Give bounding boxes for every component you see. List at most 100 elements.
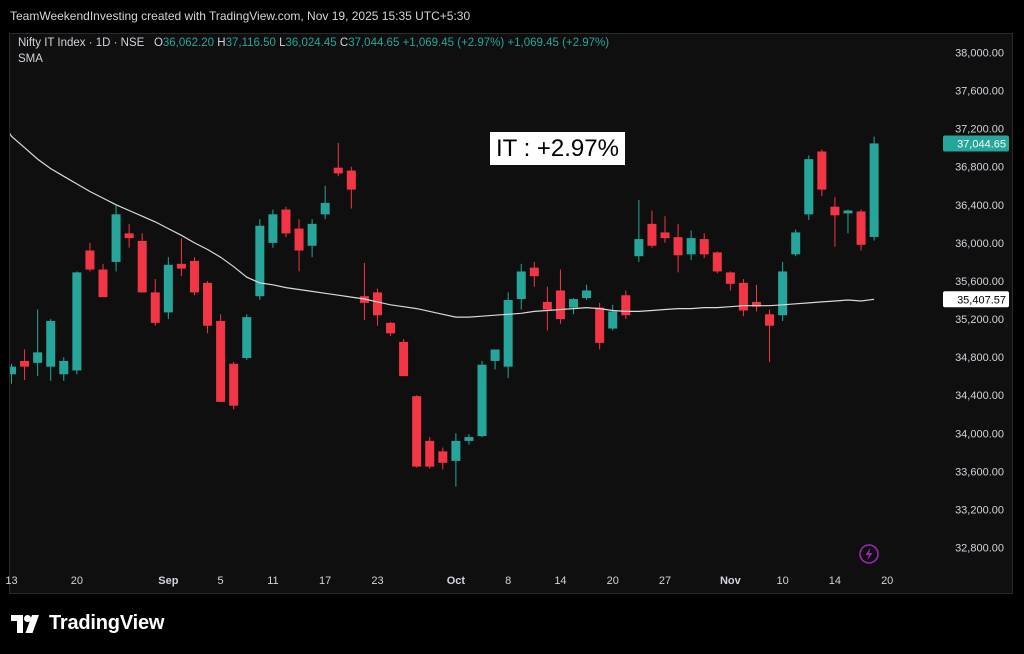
candle <box>386 321 396 337</box>
bolt-icon[interactable] <box>858 543 880 570</box>
plot-area <box>10 132 879 487</box>
x-tick-label: 10 <box>777 575 789 587</box>
candle <box>137 233 147 293</box>
y-tick-label: 36,000.00 <box>955 238 1004 250</box>
candle <box>660 216 670 243</box>
candle-body <box>699 239 709 255</box>
candle <box>59 357 69 381</box>
candle-body <box>412 396 422 467</box>
candle-body <box>281 209 291 234</box>
candle <box>333 142 343 177</box>
candle-body <box>778 271 788 316</box>
symbol-label[interactable]: Nifty IT Index · 1D · NSE <box>18 37 145 49</box>
candle <box>346 166 356 209</box>
candle <box>176 238 186 277</box>
candle-body <box>634 239 644 257</box>
candle <box>634 200 644 262</box>
y-tick-label: 37,200.00 <box>955 124 1004 136</box>
high-label: H <box>217 37 226 49</box>
candle-body <box>608 311 618 329</box>
candle-body <box>46 320 56 367</box>
high-value: 37,116.50 <box>225 37 276 49</box>
candle-body <box>333 167 343 174</box>
tradingview-logo-icon <box>11 614 39 633</box>
candle-body <box>10 366 16 375</box>
candle-body <box>438 451 448 463</box>
candle-body <box>869 143 879 237</box>
candle-body <box>189 260 199 293</box>
candle <box>699 233 709 259</box>
candle-body <box>660 232 670 239</box>
candle <box>412 395 422 468</box>
candle-body <box>843 210 853 214</box>
candle-body <box>856 211 866 245</box>
candle-body <box>595 307 605 343</box>
candle <box>229 361 239 410</box>
candle <box>529 261 539 287</box>
candle <box>464 434 474 445</box>
chart-canvas[interactable]: 38,000.00 37,600.00 37,200.00 36,800.00 36,4… <box>0 0 1024 600</box>
candle-body <box>137 240 147 293</box>
candle <box>621 290 631 320</box>
candle-body <box>294 228 304 251</box>
candle-body <box>804 159 814 215</box>
low-value: 36,024.45 <box>285 37 337 49</box>
y-tick-label: 36,400.00 <box>955 200 1004 212</box>
y-tick-label: 34,800.00 <box>955 352 1004 364</box>
candle-body <box>163 264 173 313</box>
close-value: 37,044.65 <box>348 37 400 49</box>
candle <box>490 349 500 370</box>
sma-line <box>10 132 875 318</box>
candle-body <box>386 322 396 334</box>
candle <box>673 223 683 273</box>
x-tick-label: 13 <box>5 575 17 587</box>
x-tick-label: 8 <box>505 575 511 587</box>
candle <box>712 251 722 274</box>
sma-value-label: 35,407.57 <box>957 294 1006 306</box>
candle-body <box>85 250 95 270</box>
candle-body <box>542 301 552 310</box>
candle-body <box>503 300 513 367</box>
candle <box>33 309 43 377</box>
tradingview-logo[interactable]: TradingView <box>11 612 164 635</box>
change-value: +1,069.45 (+2.97%) <box>402 37 505 49</box>
candle-body <box>399 341 409 377</box>
candle <box>255 219 265 300</box>
candle <box>856 209 866 251</box>
candle-body <box>569 299 579 308</box>
candle <box>163 257 173 320</box>
candle-body <box>346 170 356 190</box>
candle <box>765 309 775 362</box>
candle <box>477 360 487 438</box>
x-tick-label: 14 <box>829 575 841 587</box>
y-tick-label: 37,600.00 <box>955 86 1004 98</box>
candle <box>203 280 213 334</box>
candle <box>359 262 369 320</box>
x-tick-label: 5 <box>218 575 224 587</box>
x-tick-label: 14 <box>554 575 566 587</box>
candle-body <box>725 272 735 284</box>
indicator-label[interactable]: SMA <box>18 53 43 65</box>
candle <box>738 279 748 317</box>
candle-body <box>124 233 134 239</box>
candle <box>399 339 409 377</box>
candle <box>869 136 879 241</box>
candle <box>242 314 252 360</box>
open-label: O <box>153 37 163 49</box>
candle <box>438 447 448 470</box>
candle-body <box>529 267 539 277</box>
sma-value-tag <box>943 291 1009 308</box>
x-tick-label: 27 <box>659 575 671 587</box>
candle-body <box>216 320 226 402</box>
low-label: L <box>279 37 286 49</box>
candle <box>294 219 304 272</box>
candle <box>307 219 317 258</box>
candle <box>503 292 513 379</box>
tradingview-brand: TradingView <box>49 612 165 634</box>
candle <box>72 271 82 375</box>
x-tick-label: Nov <box>720 575 742 587</box>
candle-body <box>516 271 526 300</box>
candle <box>46 319 56 381</box>
candle-body <box>242 317 252 359</box>
candle <box>647 210 657 248</box>
